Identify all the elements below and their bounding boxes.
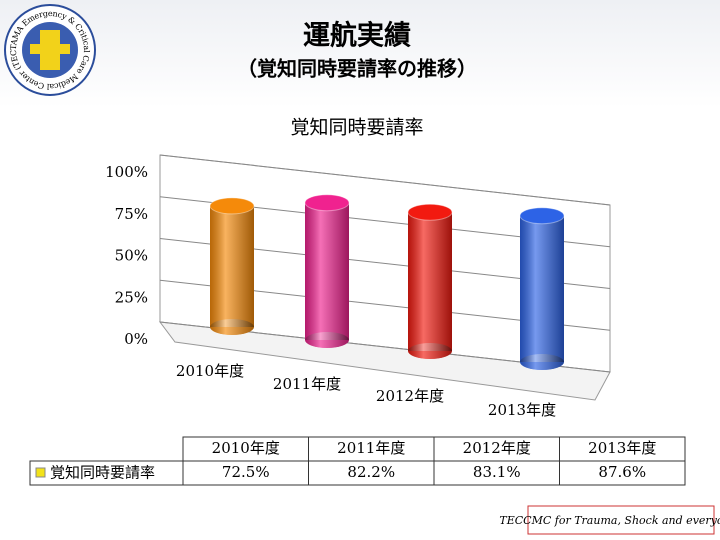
bar-base-shade — [520, 354, 564, 370]
table-label-cell — [29, 460, 184, 486]
y-tick-label: 25% — [115, 288, 148, 306]
table-header: 2013年度 — [588, 439, 656, 457]
legend-label: 覚知同時要請率 — [50, 464, 155, 482]
bar-shade — [305, 202, 349, 340]
x-tick-label: 2011年度 — [273, 375, 341, 393]
value-label: 87.6% — [598, 463, 646, 481]
chart-title: 覚知同時要請率 — [290, 117, 423, 139]
bar-top — [407, 203, 453, 221]
x-tick-label: 2013年度 — [488, 401, 556, 419]
bar-shade — [408, 212, 452, 351]
bar-shade — [210, 205, 254, 327]
slide-title: 運航実績 — [303, 20, 411, 52]
value-label: 82.2% — [347, 463, 395, 481]
y-tick-label: 0% — [124, 330, 148, 348]
bar-base-shade — [210, 319, 254, 335]
plot: 0% 25% 50% 75% 100% 2010年度 2011年度 2012年度 2013年度 — [105, 154, 611, 419]
bar-shade — [520, 215, 564, 362]
bar-top — [519, 207, 565, 225]
y-tick-label: 50% — [115, 247, 148, 265]
table-cell — [182, 460, 309, 486]
bar-base-shade — [305, 332, 349, 348]
bar-base-shade — [408, 343, 452, 359]
x-tick-label: 2012年度 — [376, 387, 444, 405]
table-cell — [182, 436, 309, 462]
value-label: 72.5% — [222, 463, 270, 481]
bar-top — [304, 194, 350, 212]
table-cell — [308, 460, 435, 486]
table-header: 2010年度 — [212, 439, 280, 457]
y-tick-label: 100% — [105, 163, 148, 181]
table-cell — [308, 436, 435, 462]
table-cell — [433, 460, 560, 486]
legend-key — [35, 467, 46, 478]
footer-box — [527, 505, 715, 535]
x-tick-label: 2010年度 — [176, 362, 244, 380]
footer-text: TECCMC for Trauma, Shock and everyone. — [499, 514, 720, 527]
slide-subtitle: （覚知同時要請率の推移） — [237, 57, 477, 81]
grid-line — [159, 154, 611, 206]
table-header: 2012年度 — [463, 439, 531, 457]
y-tick-label: 75% — [115, 205, 148, 223]
bar-top — [209, 197, 255, 215]
table-header: 2011年度 — [337, 439, 405, 457]
table-cell — [559, 436, 686, 462]
value-label: 83.1% — [473, 463, 521, 481]
data-table: 覚知同時要請率 2010年度 72.5% 2011年度 82.2% 2012年度 83.1%… — [29, 436, 686, 486]
table-cell — [559, 460, 686, 486]
